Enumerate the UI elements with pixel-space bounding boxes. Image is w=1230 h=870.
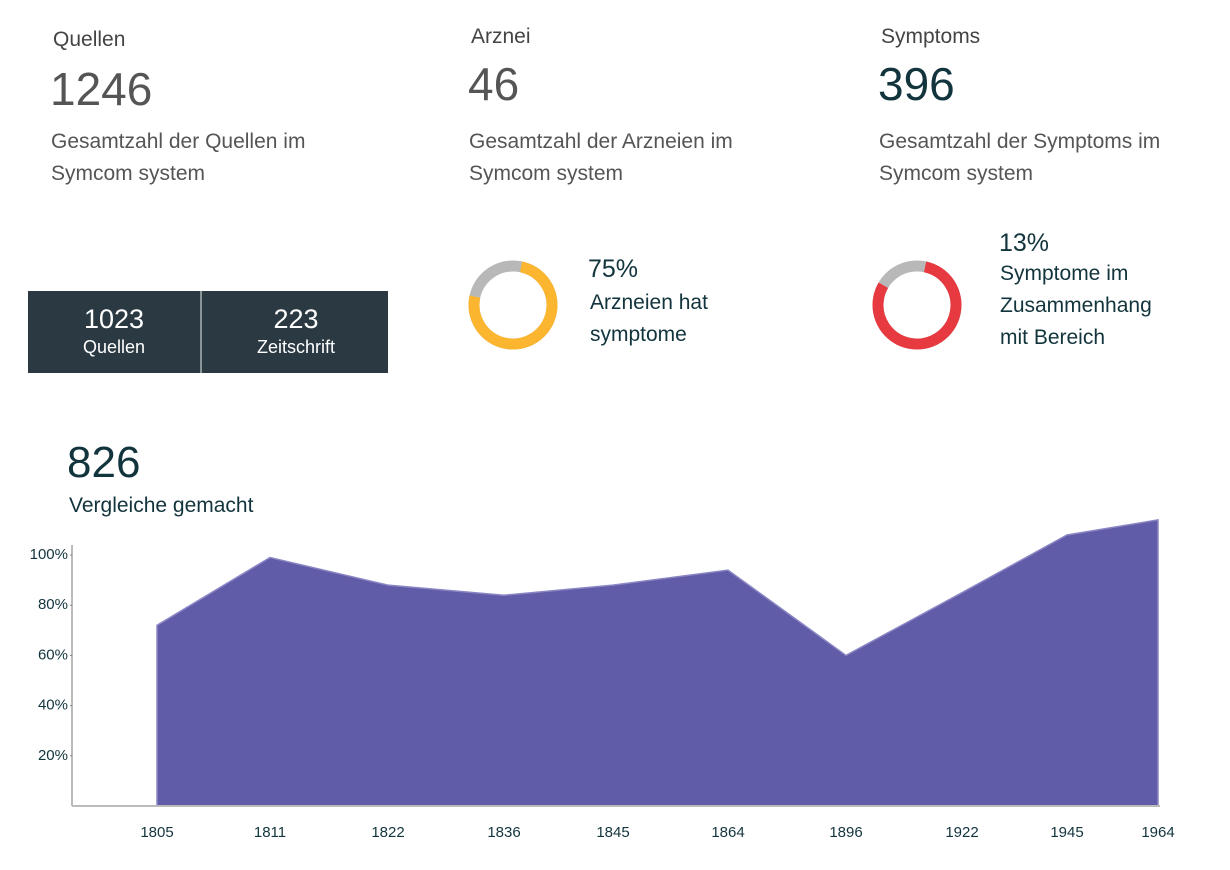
stat-label: Symptoms: [881, 25, 981, 48]
x-tick-label: 1822: [371, 824, 404, 841]
breakdown-cell: 1023 Quellen: [28, 291, 200, 373]
x-tick-label: 1964: [1141, 824, 1174, 841]
y-tick-label: 20%: [38, 747, 68, 764]
donut-text: Arzneien hat symptome: [590, 291, 708, 346]
stat-label: Quellen: [53, 28, 126, 51]
area: [156, 519, 1159, 807]
comparisons-label: Vergleiche gemacht: [69, 494, 254, 517]
donut-text: Symptome im Zusammenhang mit Bereich: [1000, 262, 1152, 349]
x-tick-label: 1896: [829, 824, 862, 841]
stat-value: 46: [468, 58, 520, 110]
divider: [200, 291, 202, 373]
y-tick-label: 100%: [30, 546, 68, 563]
stat-value: 1246: [50, 63, 153, 115]
stat-label: Arznei: [471, 25, 531, 48]
donut-arc: [872, 260, 962, 350]
x-tick-label: 1945: [1050, 824, 1083, 841]
y-tick-label: 60%: [38, 646, 68, 663]
stat-description: Gesamtzahl der Arzneien im Symcom system: [469, 130, 733, 185]
y-tick-label: 40%: [38, 697, 68, 714]
stat-description: Gesamtzahl der Symptoms im Symcom system: [879, 130, 1161, 185]
breakdown-value: 223: [273, 304, 319, 334]
comparisons-value: 826: [67, 438, 141, 487]
x-tick-label: 1845: [596, 824, 629, 841]
breakdown-label: Quellen: [82, 337, 146, 357]
breakdown-value: 1023: [83, 304, 145, 334]
donut-arc: [468, 260, 558, 350]
donut-percent: 75%: [588, 255, 639, 283]
y-tick-label: 80%: [38, 596, 68, 613]
x-tick-label: 1922: [945, 824, 978, 841]
breakdown-box: 1023 Quellen 223 Zeitschrift: [28, 291, 388, 373]
donut-percent: 13%: [999, 229, 1050, 257]
breakdown-label: Zeitschrift: [256, 337, 335, 357]
x-tick-label: 1864: [711, 824, 744, 841]
x-tick-label: 1805: [140, 824, 173, 841]
stat-value: 396: [878, 58, 955, 110]
x-tick-label: 1836: [487, 824, 520, 841]
x-tick-label: 1811: [254, 824, 286, 841]
stat-description: Gesamtzahl der Quellen im Symcom system: [51, 130, 306, 185]
breakdown-cell: 223 Zeitschrift: [204, 291, 388, 373]
